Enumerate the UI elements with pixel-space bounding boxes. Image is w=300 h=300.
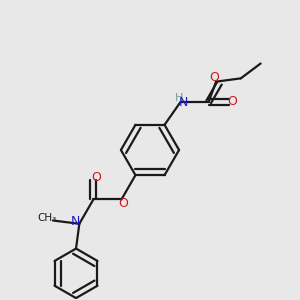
Text: N: N xyxy=(71,215,80,228)
Text: N: N xyxy=(179,96,189,109)
Text: O: O xyxy=(209,70,219,83)
Text: O: O xyxy=(227,95,237,108)
Text: O: O xyxy=(92,170,102,184)
Text: CH₃: CH₃ xyxy=(37,213,57,223)
Text: O: O xyxy=(118,197,128,210)
Text: H: H xyxy=(175,93,183,103)
